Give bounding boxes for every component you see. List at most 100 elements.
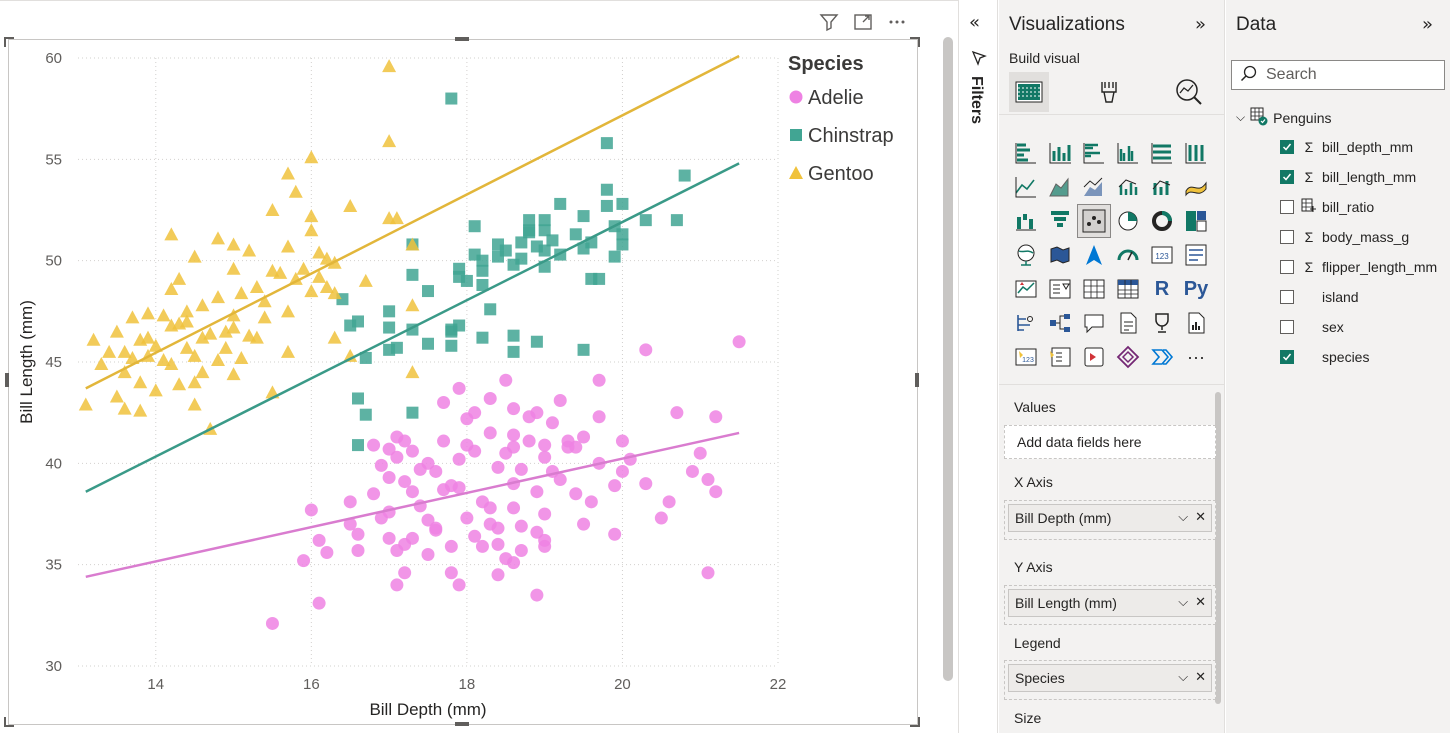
resize-handle-bottom[interactable] [455, 722, 469, 726]
more-options-icon[interactable] [886, 11, 908, 33]
wells-scrollbar[interactable] [1215, 392, 1221, 704]
close-icon[interactable]: ✕ [1195, 509, 1206, 524]
decomposition-tree-icon[interactable] [1043, 306, 1077, 340]
scatter-chart-icon[interactable] [1077, 204, 1111, 238]
paginated-report-icon[interactable] [1179, 306, 1213, 340]
legend-field-pill[interactable]: Species ⌵ ✕ [1008, 664, 1212, 692]
report-canvas[interactable]: 30 35 40 45 50 55 60 14 16 18 20 22 Bill Depth (mm) B… [0, 0, 958, 733]
clustered-bar-icon[interactable] [1077, 136, 1111, 170]
gentoo-point [78, 397, 93, 411]
field-bill_ratio[interactable]: bill_ratio [1280, 197, 1374, 217]
field-sex[interactable]: sex [1280, 317, 1344, 337]
field-island[interactable]: island [1280, 287, 1359, 307]
filters-label[interactable]: Filters [968, 76, 985, 125]
gauge-icon[interactable] [1111, 238, 1145, 272]
double-chevron-right-icon[interactable]: » [1422, 14, 1434, 35]
area-chart-icon[interactable] [1043, 170, 1077, 204]
get-more-visuals-icon[interactable] [1145, 340, 1179, 374]
filter-icon[interactable] [818, 11, 840, 33]
qna-icon[interactable] [1077, 306, 1111, 340]
waterfall-icon[interactable] [1009, 204, 1043, 238]
build-visual-tab[interactable] [1009, 72, 1049, 112]
gentoo-point [312, 269, 327, 283]
field-checkbox[interactable] [1280, 200, 1294, 214]
field-checkbox[interactable] [1280, 320, 1294, 334]
chevron-down-icon[interactable]: ⌵ [1178, 509, 1189, 524]
filled-map-icon[interactable] [1043, 238, 1077, 272]
smart-narrative-icon[interactable] [1111, 306, 1145, 340]
resize-handle-top-right[interactable] [910, 37, 920, 47]
python-visual-icon[interactable]: Py [1179, 272, 1213, 306]
format-visual-tab[interactable] [1089, 72, 1129, 112]
resize-handle-top-left[interactable] [4, 37, 14, 47]
adelie-point [367, 438, 381, 452]
power-automate-icon[interactable] [1111, 340, 1145, 374]
chinstrap-point [445, 92, 458, 105]
key-influencers-icon[interactable] [1009, 306, 1043, 340]
double-chevron-left-icon[interactable]: « [969, 12, 981, 33]
stacked-column-icon[interactable] [1043, 136, 1077, 170]
table-icon[interactable] [1077, 272, 1111, 306]
field-checkbox[interactable] [1280, 230, 1294, 244]
stacked-bar-icon[interactable] [1009, 136, 1043, 170]
double-chevron-right-icon[interactable]: » [1195, 14, 1207, 35]
search-input[interactable] [1266, 66, 1436, 84]
more-visuals-icon[interactable]: ··· [1179, 340, 1213, 374]
field-species[interactable]: species [1280, 347, 1369, 367]
new-card-icon[interactable]: 123 [1009, 340, 1043, 374]
analytics-tab[interactable] [1169, 72, 1209, 112]
map-icon[interactable] [1009, 238, 1043, 272]
close-icon[interactable]: ✕ [1195, 669, 1206, 684]
card-icon[interactable]: 123 [1145, 238, 1179, 272]
line-clustered-column-icon[interactable] [1111, 170, 1145, 204]
stacked-area-icon[interactable] [1077, 170, 1111, 204]
resize-handle-bottom-right[interactable] [910, 717, 920, 727]
donut-chart-icon[interactable] [1145, 204, 1179, 238]
xaxis-field-pill[interactable]: Bill Depth (mm) ⌵ ✕ [1008, 504, 1212, 532]
chevron-down-icon[interactable]: ⌵ [1236, 110, 1246, 124]
adelie-point [608, 479, 622, 493]
funnel-icon[interactable] [1043, 204, 1077, 238]
slicer-icon[interactable] [1043, 272, 1077, 306]
clustered-column-icon[interactable] [1111, 136, 1145, 170]
ribbon-chart-icon[interactable] [1179, 170, 1213, 204]
adelie-point [530, 525, 544, 539]
field-checkbox[interactable] [1280, 140, 1294, 154]
chevron-down-icon[interactable]: ⌵ [1178, 594, 1189, 609]
close-icon[interactable]: ✕ [1195, 594, 1206, 609]
matrix-icon[interactable] [1111, 272, 1145, 306]
multi-row-card-icon[interactable] [1179, 238, 1213, 272]
resize-handle-top[interactable] [455, 37, 469, 41]
canvas-scrollbar[interactable] [943, 37, 953, 681]
kpi-icon[interactable] [1009, 272, 1043, 306]
line-stacked-column-icon[interactable] [1145, 170, 1179, 204]
field-checkbox[interactable] [1280, 170, 1294, 184]
100-stacked-column-icon[interactable] [1179, 136, 1213, 170]
metrics-icon[interactable] [1145, 306, 1179, 340]
yaxis-field-pill[interactable]: Bill Length (mm) ⌵ ✕ [1008, 589, 1212, 617]
field-checkbox[interactable] [1280, 290, 1294, 304]
treemap-icon[interactable] [1179, 204, 1213, 238]
field-checkbox[interactable] [1280, 260, 1294, 274]
100-stacked-bar-icon[interactable] [1145, 136, 1179, 170]
r-visual-icon[interactable]: R [1145, 272, 1179, 306]
chevron-down-icon[interactable]: ⌵ [1178, 669, 1189, 684]
resize-handle-right[interactable] [915, 373, 919, 387]
power-apps-icon[interactable] [1077, 340, 1111, 374]
data-search-box[interactable] [1231, 60, 1445, 90]
pie-chart-icon[interactable] [1111, 204, 1145, 238]
filters-pane-collapsed[interactable]: « Filters [958, 0, 998, 733]
resize-handle-bottom-left[interactable] [4, 717, 14, 727]
field-checkbox[interactable] [1280, 350, 1294, 364]
azure-map-icon[interactable] [1077, 238, 1111, 272]
line-chart-icon[interactable] [1009, 170, 1043, 204]
new-slicer-icon[interactable] [1043, 340, 1077, 374]
resize-handle-left[interactable] [5, 373, 9, 387]
values-drop-zone[interactable]: Add data fields here [1004, 425, 1216, 459]
table-penguins[interactable]: ⌵ Penguins [1236, 106, 1332, 129]
focus-mode-icon[interactable] [852, 11, 874, 33]
